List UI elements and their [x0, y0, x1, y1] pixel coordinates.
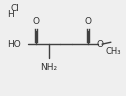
- Text: HO: HO: [8, 40, 21, 49]
- Text: NH₂: NH₂: [40, 63, 57, 72]
- Text: O: O: [32, 17, 39, 26]
- Text: Cl: Cl: [10, 4, 19, 13]
- Text: H: H: [7, 10, 14, 19]
- Text: O: O: [85, 17, 92, 26]
- Text: CH₃: CH₃: [106, 47, 121, 56]
- Text: O: O: [97, 40, 104, 49]
